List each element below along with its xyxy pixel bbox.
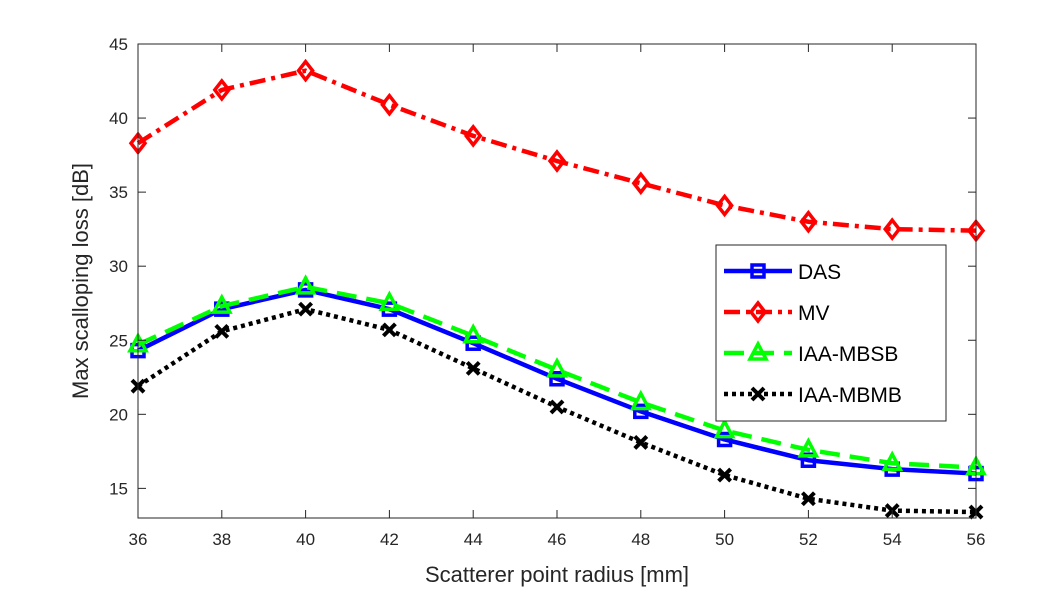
x-tick-label: 52 <box>799 530 818 549</box>
legend-label: IAA-MBSB <box>798 343 898 366</box>
data-point <box>715 193 734 218</box>
tick-layer: 36 38 40 42 44 46 48 50 52 54 56 15 20 25 30 35 40 45 <box>109 35 985 549</box>
legend-marker <box>750 263 766 279</box>
data-point <box>797 437 820 458</box>
y-tick-label: 35 <box>109 183 128 202</box>
data-point <box>298 301 314 317</box>
y-tick-label: 30 <box>109 257 128 276</box>
y-tick-label: 25 <box>109 331 128 350</box>
data-point <box>633 435 649 450</box>
x-tick-label: 48 <box>631 530 650 549</box>
data-point <box>210 293 233 314</box>
data-point <box>381 322 397 338</box>
y-axis-label: Max scalloping loss [dB] <box>68 163 93 399</box>
legend-marker <box>747 340 769 361</box>
data-point <box>547 149 567 173</box>
y-tick-label: 40 <box>109 109 128 128</box>
data-point <box>881 450 904 471</box>
data-point <box>633 403 649 420</box>
data-point <box>462 323 485 344</box>
data-point <box>465 360 481 376</box>
data-point <box>463 123 483 148</box>
data-point <box>882 217 902 242</box>
data-point <box>546 357 568 378</box>
legend-item: IAA-MBSB <box>724 340 898 366</box>
x-tick-label: 40 <box>296 530 315 549</box>
data-point <box>716 431 733 448</box>
legend-item: MV <box>724 300 830 325</box>
data-point <box>378 290 401 311</box>
series-line <box>137 287 977 476</box>
legend-marker <box>750 386 766 402</box>
legend-label: IAA-MBMB <box>798 384 902 407</box>
legend-marker <box>748 300 768 324</box>
data-point <box>713 417 736 439</box>
data-point <box>214 323 230 339</box>
x-axis-label: Scatterer point radius [mm] <box>425 562 689 587</box>
y-tick-label: 45 <box>109 35 128 54</box>
y-tick-label: 15 <box>109 479 128 498</box>
data-point <box>629 389 652 411</box>
data-point <box>380 92 399 117</box>
x-tick-label: 38 <box>212 530 231 549</box>
data-point <box>631 171 651 196</box>
legend-item: IAA-MBMB <box>724 384 902 407</box>
data-point <box>799 209 818 234</box>
x-tick-label: 56 <box>967 530 986 549</box>
x-tick-label: 46 <box>548 530 567 549</box>
legend-item: DAS <box>724 261 841 284</box>
series-layer <box>127 58 987 520</box>
x-tick-label: 44 <box>464 530 483 549</box>
data-point <box>294 274 317 295</box>
x-tick-label: 54 <box>883 530 902 549</box>
series-iaa-mbmb <box>130 301 984 520</box>
x-tick-label: 42 <box>380 530 399 549</box>
series-line <box>137 284 977 470</box>
x-tick-label: 50 <box>715 530 734 549</box>
data-point <box>717 467 733 483</box>
legend: DAS MV IAA-MBSB IAA-MBMB <box>715 244 947 422</box>
y-tick-label: 20 <box>109 405 128 424</box>
legend-label: DAS <box>798 261 841 284</box>
data-point <box>296 58 315 83</box>
series-mv <box>128 58 986 243</box>
data-point <box>212 78 232 102</box>
legend-label: MV <box>798 302 830 325</box>
series-line <box>136 68 977 233</box>
x-tick-label: 36 <box>129 530 148 549</box>
data-point <box>800 491 816 507</box>
data-point <box>549 371 565 387</box>
data-point <box>549 399 565 415</box>
